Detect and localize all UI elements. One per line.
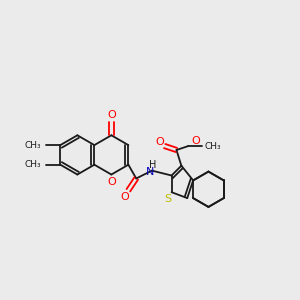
Text: H: H xyxy=(149,160,157,170)
Text: O: O xyxy=(107,177,116,188)
Text: CH₃: CH₃ xyxy=(205,142,222,151)
Text: S: S xyxy=(164,194,171,204)
Text: O: O xyxy=(120,192,129,202)
Text: O: O xyxy=(107,110,116,120)
Text: O: O xyxy=(191,136,200,146)
Text: CH₃: CH₃ xyxy=(24,160,41,169)
Text: N: N xyxy=(146,167,154,177)
Text: O: O xyxy=(155,137,164,147)
Text: CH₃: CH₃ xyxy=(24,141,41,150)
